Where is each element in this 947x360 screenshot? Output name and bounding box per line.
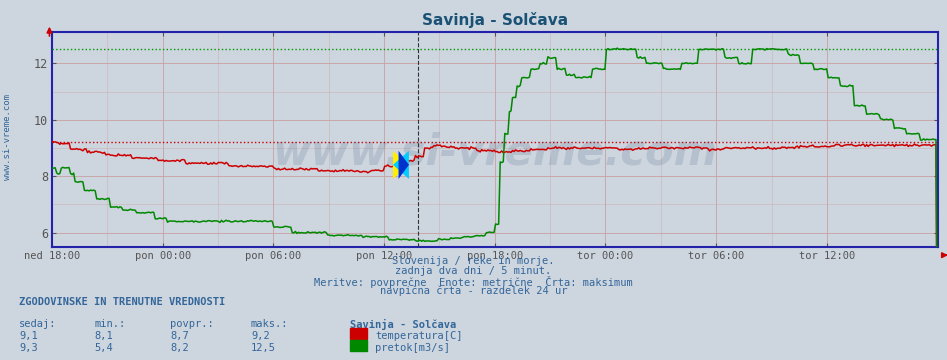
Text: Savinja - Solčava: Savinja - Solčava xyxy=(350,319,456,330)
Text: pretok[m3/s]: pretok[m3/s] xyxy=(375,343,450,353)
Text: 8,2: 8,2 xyxy=(170,343,189,353)
Text: min.:: min.: xyxy=(95,319,126,329)
Text: 8,1: 8,1 xyxy=(95,331,114,341)
Text: maks.:: maks.: xyxy=(251,319,289,329)
Text: zadnja dva dni / 5 minut.: zadnja dva dni / 5 minut. xyxy=(396,266,551,276)
Text: Slovenija / reke in morje.: Slovenija / reke in morje. xyxy=(392,256,555,266)
Text: 12,5: 12,5 xyxy=(251,343,276,353)
Text: Meritve: povprečne  Enote: metrične  Črta: maksimum: Meritve: povprečne Enote: metrične Črta:… xyxy=(314,276,633,288)
Polygon shape xyxy=(393,151,409,179)
Text: 9,1: 9,1 xyxy=(19,331,38,341)
Text: temperatura[C]: temperatura[C] xyxy=(375,331,462,341)
Text: sedaj:: sedaj: xyxy=(19,319,57,329)
Title: Savinja - Solčava: Savinja - Solčava xyxy=(421,13,568,28)
Text: povpr.:: povpr.: xyxy=(170,319,214,329)
Text: 9,2: 9,2 xyxy=(251,331,270,341)
Polygon shape xyxy=(399,151,409,179)
Text: www.si-vreme.com: www.si-vreme.com xyxy=(3,94,12,180)
Text: 8,7: 8,7 xyxy=(170,331,189,341)
Text: 5,4: 5,4 xyxy=(95,343,114,353)
Text: ZGODOVINSKE IN TRENUTNE VREDNOSTI: ZGODOVINSKE IN TRENUTNE VREDNOSTI xyxy=(19,297,225,307)
Polygon shape xyxy=(393,151,409,179)
Text: navpična črta - razdelek 24 ur: navpična črta - razdelek 24 ur xyxy=(380,286,567,296)
Text: 9,3: 9,3 xyxy=(19,343,38,353)
Text: www.si-vreme.com: www.si-vreme.com xyxy=(273,131,717,174)
